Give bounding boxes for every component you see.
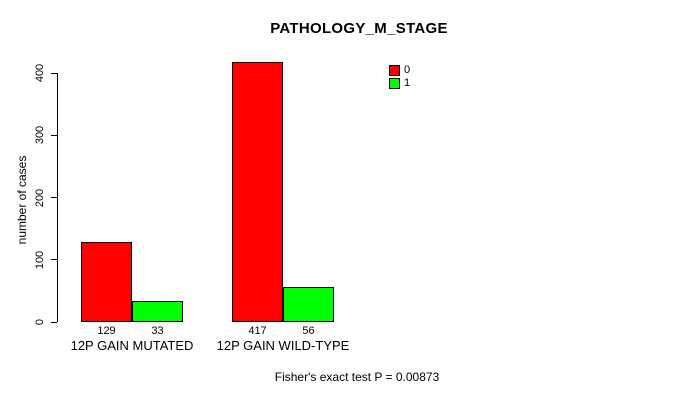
fisher-test-annotation: Fisher's exact test P = 0.00873 (274, 370, 440, 384)
legend-label: 0 (404, 64, 411, 76)
y-tick-label: 300 (34, 126, 46, 145)
y-tick-label: 100 (34, 250, 46, 269)
bar-value-label: 56 (302, 325, 315, 337)
legend-label: 1 (404, 77, 411, 89)
bar-0 (232, 62, 283, 322)
y-axis-line (57, 73, 58, 322)
bar-value-label: 33 (151, 325, 164, 337)
y-tick-mark (51, 197, 57, 198)
y-tick-mark (51, 321, 57, 323)
bar-value-label: 129 (97, 325, 116, 337)
y-tick-label: 0 (34, 318, 46, 326)
bar-1 (283, 287, 334, 322)
y-tick-label: 200 (34, 188, 46, 207)
legend-swatch (389, 65, 400, 76)
y-tick-mark (51, 259, 57, 261)
category-label: 12P GAIN MUTATED (70, 338, 194, 353)
y-tick-mark (51, 72, 57, 74)
chart-title: PATHOLOGY_M_STAGE (270, 20, 448, 37)
bar-1 (132, 301, 183, 322)
y-axis-label: number of cases (15, 155, 29, 245)
bar-0 (81, 241, 132, 322)
category-label: 12P GAIN WILD-TYPE (216, 338, 350, 353)
legend-swatch (389, 78, 400, 89)
bar-value-label: 417 (248, 325, 267, 337)
y-tick-label: 400 (34, 63, 46, 83)
y-tick-mark (51, 134, 57, 136)
